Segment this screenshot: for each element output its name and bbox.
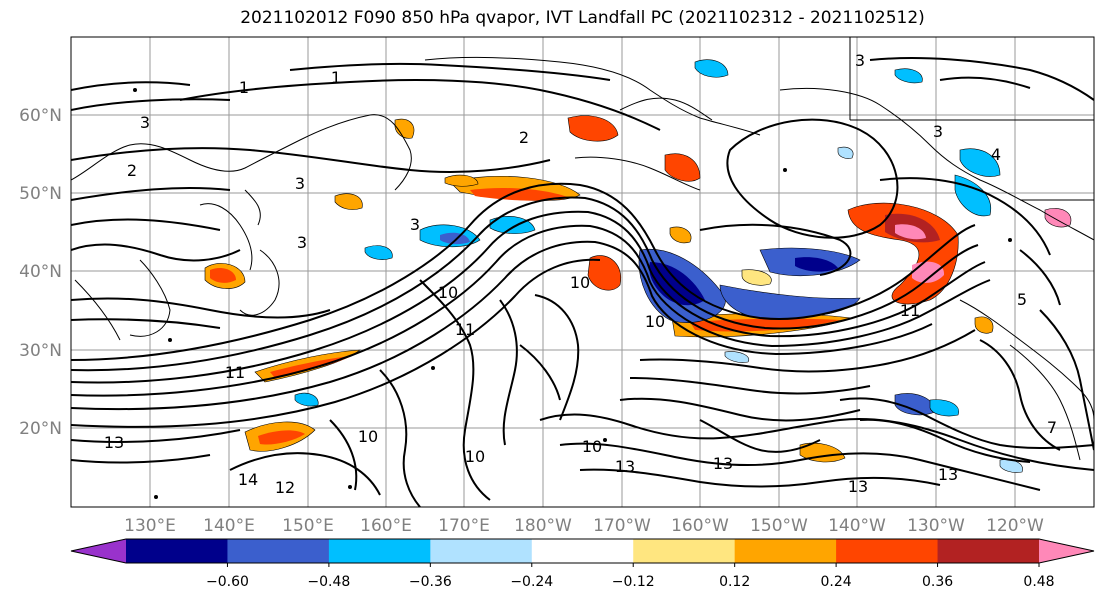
coastlines — [71, 37, 1094, 461]
latitude-label: 40°N — [19, 262, 62, 282]
latitude-label: 60°N — [19, 106, 62, 126]
map-border — [70, 36, 1095, 508]
colorbar-tick-label: −0.48 — [307, 574, 350, 590]
contour-label: 3 — [297, 233, 307, 252]
contour-label: 5 — [1017, 290, 1027, 309]
contour-label: 10 — [582, 437, 602, 456]
contour-label: 11 — [455, 320, 475, 339]
contour-label: 3 — [933, 122, 943, 141]
contour-label: 10 — [358, 427, 378, 446]
colorbar-segment — [836, 539, 939, 563]
latitude-labels: 60°N 50°N 40°N 30°N 20°N — [19, 106, 62, 439]
contour-label: 13 — [713, 454, 733, 473]
colorbar-segment — [734, 539, 837, 563]
colorbar-tick-label: 0.36 — [922, 574, 953, 590]
longitude-label: 180°W — [514, 516, 572, 536]
contour-label: 3 — [295, 174, 305, 193]
longitude-labels: 130°E 140°E 150°E 160°E 170°E 180°W 170°W 160°W… — [124, 516, 1044, 536]
contour-label: 10 — [465, 447, 485, 466]
longitude-label: 130°E — [124, 516, 176, 536]
colorbar-segment — [126, 539, 228, 563]
contour-label: 11 — [900, 301, 920, 320]
qvapor-anomaly-shading — [204, 59, 1072, 473]
longitude-label: 160°W — [671, 516, 729, 536]
contour-label: 10 — [438, 283, 458, 302]
longitude-label: 170°E — [438, 516, 490, 536]
contour-label: 13 — [615, 457, 635, 476]
colorbar: −0.60 −0.48 −0.36 −0.24 −0.12 0.12 0.24 0.36 0.4… — [70, 538, 1095, 590]
contour-label: 12 — [275, 478, 295, 497]
latitude-label: 20°N — [19, 419, 62, 439]
colorbar-segment — [531, 539, 634, 563]
contour-label: 3 — [855, 51, 865, 70]
longitude-label: 140°W — [828, 516, 886, 536]
colorbar-tick-label: −0.24 — [510, 574, 553, 590]
longitude-label: 160°E — [360, 516, 412, 536]
colorbar-extend-low — [71, 539, 126, 563]
contour-label: 11 — [225, 363, 245, 382]
contour-label: 2 — [519, 128, 529, 147]
colorbar-segment — [227, 539, 330, 563]
contour-label: 2 — [127, 161, 137, 180]
colorbar-segment — [430, 539, 533, 563]
contour-label: 4 — [991, 145, 1001, 164]
contour-label: 7 — [1047, 418, 1057, 437]
contour-label: 13 — [104, 433, 124, 452]
colorbar-tick-label: −0.60 — [206, 574, 249, 590]
contour-label: 14 — [238, 470, 258, 489]
longitude-label: 150°W — [750, 516, 808, 536]
colorbar-segment — [937, 539, 1040, 563]
colorbar-tick-label: 0.48 — [1023, 574, 1054, 590]
latitude-label: 30°N — [19, 341, 62, 361]
longitude-label: 150°E — [282, 516, 334, 536]
longitude-label: 130°W — [907, 516, 965, 536]
colorbar-outline — [70, 538, 1095, 564]
longitude-label: 170°W — [593, 516, 651, 536]
contour-label: 13 — [848, 477, 868, 496]
colorbar-tick-label: −0.36 — [409, 574, 452, 590]
figure-title: 2021102012 F090 850 hPa qvapor, IVT Land… — [240, 8, 925, 28]
longitude-label: 140°E — [203, 516, 255, 536]
longitude-label: 120°W — [986, 516, 1044, 536]
contour-label: 3 — [140, 113, 150, 132]
contour-label: 10 — [645, 312, 665, 331]
latitude-label: 50°N — [19, 184, 62, 204]
contour-label: 1 — [331, 68, 341, 87]
contour-label: 1 — [239, 78, 249, 97]
colorbar-extend-high — [1039, 539, 1094, 563]
contour-label: 3 — [410, 215, 420, 234]
colorbar-tick-label: −0.12 — [612, 574, 655, 590]
contour-label: 13 — [938, 465, 958, 484]
colorbar-tick-label: 0.12 — [719, 574, 750, 590]
colorbar-segment — [328, 539, 431, 563]
colorbar-segment — [633, 539, 736, 563]
colorbar-tick-label: 0.24 — [821, 574, 852, 590]
small-features — [133, 88, 1012, 499]
contour-label: 10 — [570, 273, 590, 292]
ivt-contours — [71, 57, 1094, 507]
